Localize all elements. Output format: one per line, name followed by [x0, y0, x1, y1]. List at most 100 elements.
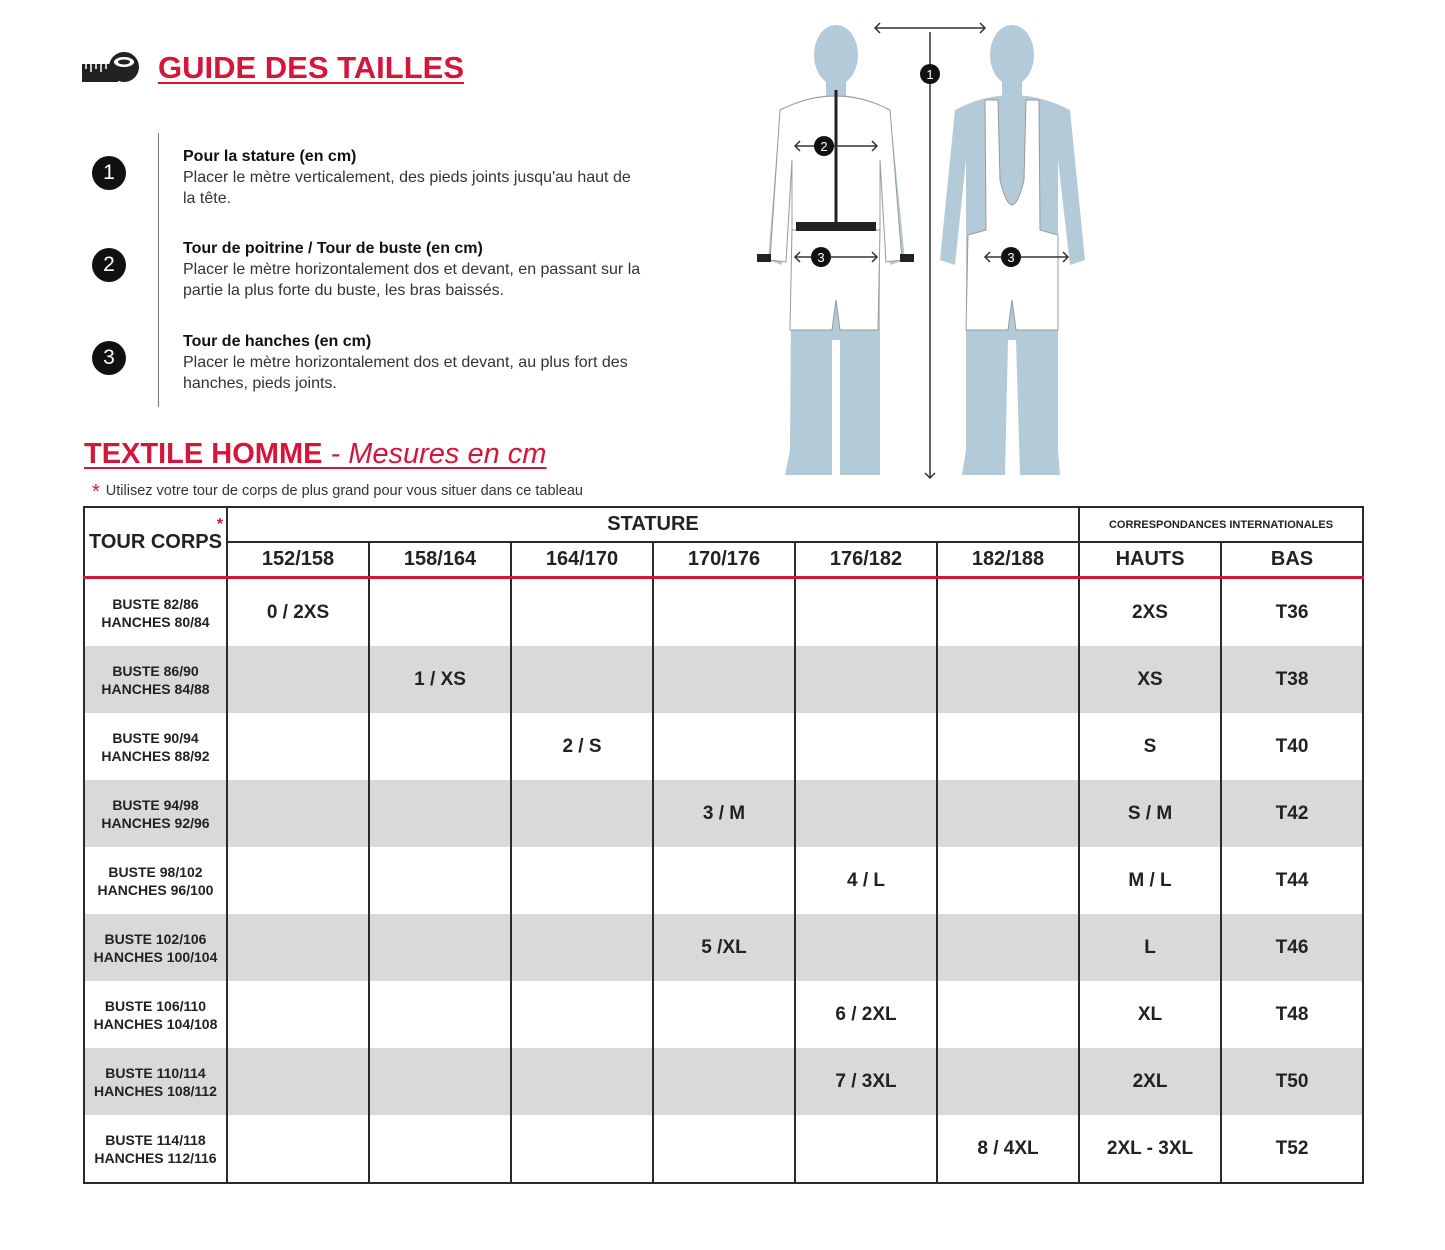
size-cell — [368, 847, 512, 914]
svg-text:2: 2 — [820, 139, 827, 154]
svg-text:1: 1 — [926, 67, 933, 82]
size-cell — [510, 646, 654, 713]
stature-column-header: 164/170 — [510, 541, 654, 579]
size-cell: 7 / 3XL — [794, 1048, 938, 1115]
size-cell — [652, 847, 796, 914]
size-cell — [652, 646, 796, 713]
stature-column-header: 182/188 — [935, 541, 1081, 579]
size-cell — [935, 914, 1081, 981]
size-cell — [794, 577, 938, 646]
section-subtitle: - Mesures en cm — [330, 438, 547, 470]
hauts-cell: M / L — [1078, 847, 1223, 914]
step-title: Tour de hanches (en cm) — [183, 333, 372, 350]
body-measure-cell: BUSTE 94/98 HANCHES 92/96 — [83, 780, 228, 847]
bas-cell: T50 — [1220, 1048, 1365, 1115]
buste-label: BUSTE 98/102 — [108, 863, 203, 880]
size-cell — [935, 646, 1081, 713]
buste-label: BUSTE 114/118 — [105, 1131, 206, 1148]
size-cell — [935, 1048, 1081, 1115]
size-cell: 8 / 4XL — [935, 1115, 1081, 1184]
hanches-label: HANCHES 92/96 — [101, 814, 210, 831]
marker-2: 2 — [814, 136, 834, 156]
size-cell — [510, 914, 654, 981]
size-cell — [368, 981, 512, 1048]
marker-3-front: 3 — [811, 247, 831, 267]
body-measure-cell: BUSTE 106/110 HANCHES 104/108 — [83, 981, 228, 1048]
size-cell: 2 / S — [510, 713, 654, 780]
hanches-label: HANCHES 108/112 — [94, 1082, 217, 1099]
size-cell — [935, 713, 1081, 780]
size-cell — [794, 713, 938, 780]
table-note: * Utilisez votre tour de corps de plus gr… — [92, 481, 583, 504]
size-cell — [935, 847, 1081, 914]
size-cell — [368, 914, 512, 981]
size-cell — [510, 847, 654, 914]
size-cell: 6 / 2XL — [794, 981, 938, 1048]
correspondances-header: CORRESPONDANCES INTERNATIONALES — [1078, 506, 1365, 543]
measure-arrows — [793, 22, 1070, 480]
buste-label: BUSTE 94/98 — [112, 796, 199, 813]
hauts-cell: L — [1078, 914, 1223, 981]
body-measure-cell: BUSTE 86/90 HANCHES 84/88 — [83, 646, 228, 713]
body-measure-cell: BUSTE 82/86 HANCHES 80/84 — [83, 577, 228, 646]
size-cell — [226, 1048, 370, 1115]
hanches-label: HANCHES 96/100 — [97, 881, 214, 898]
hauts-cell: S — [1078, 713, 1223, 780]
body-measure-cell: BUSTE 110/114 HANCHES 108/112 — [83, 1048, 228, 1115]
svg-text:3: 3 — [817, 250, 824, 265]
size-cell — [368, 713, 512, 780]
table-row: BUSTE 94/98 HANCHES 92/96 3 / M S / M T42 — [83, 780, 1365, 847]
table-row: BUSTE 90/94 HANCHES 88/92 2 / S S T40 — [83, 713, 1365, 780]
bas-cell: T42 — [1220, 780, 1365, 847]
size-cell — [935, 981, 1081, 1048]
table-row: BUSTE 86/90 HANCHES 84/88 1 / XS XS T38 — [83, 646, 1365, 713]
size-cell: 3 / M — [652, 780, 796, 847]
body-measure-cell: BUSTE 90/94 HANCHES 88/92 — [83, 713, 228, 780]
stature-column-header: 158/164 — [368, 541, 512, 579]
size-cell — [652, 981, 796, 1048]
hauts-cell: 2XL — [1078, 1048, 1223, 1115]
size-cell — [510, 577, 654, 646]
stature-column-header: 176/182 — [794, 541, 938, 579]
bas-cell: T40 — [1220, 713, 1365, 780]
size-cell — [510, 1115, 654, 1184]
size-cell — [226, 914, 370, 981]
buste-label: BUSTE 90/94 — [112, 729, 199, 746]
step-title: Tour de poitrine / Tour de buste (en cm) — [183, 240, 483, 257]
hauts-cell: XL — [1078, 981, 1223, 1048]
bas-cell: T38 — [1220, 646, 1365, 713]
buste-label: BUSTE 106/110 — [104, 997, 207, 1014]
hanches-label: HANCHES 100/104 — [93, 948, 218, 965]
hauts-cell: S / M — [1078, 780, 1223, 847]
table-row: BUSTE 82/86 HANCHES 80/84 0 / 2XS 2XS T36 — [83, 577, 1365, 646]
marker-3-back: 3 — [1001, 247, 1021, 267]
note-text: Utilisez votre tour de corps de plus gra… — [105, 483, 583, 499]
size-cell — [368, 1115, 512, 1184]
step-number: 3 — [92, 341, 126, 375]
size-cell — [226, 981, 370, 1048]
bas-cell: T48 — [1220, 981, 1365, 1048]
size-cell — [935, 780, 1081, 847]
body-measurement-figure: 1 2 3 3 — [757, 22, 1085, 480]
size-cell — [652, 713, 796, 780]
table-row: BUSTE 110/114 HANCHES 108/112 7 / 3XL 2XL T5… — [83, 1048, 1365, 1115]
size-cell — [652, 577, 796, 646]
size-cell — [226, 646, 370, 713]
hauts-cell: 2XS — [1078, 577, 1223, 646]
size-cell — [652, 1048, 796, 1115]
size-cell — [794, 646, 938, 713]
size-cell — [935, 577, 1081, 646]
size-cell — [368, 780, 512, 847]
hanches-label: HANCHES 80/84 — [101, 613, 210, 630]
stature-column-header: 170/176 — [652, 541, 796, 579]
size-cell: 5 /XL — [652, 914, 796, 981]
size-cell — [510, 981, 654, 1048]
size-cell — [226, 1115, 370, 1184]
size-cell — [794, 780, 938, 847]
step-title: Pour la stature (en cm) — [183, 148, 357, 165]
buste-label: BUSTE 82/86 — [112, 595, 199, 612]
bas-cell: T52 — [1220, 1115, 1365, 1184]
buste-label: BUSTE 86/90 — [112, 662, 199, 679]
table-row: BUSTE 106/110 HANCHES 104/108 6 / 2XL XL T48 — [83, 981, 1365, 1048]
